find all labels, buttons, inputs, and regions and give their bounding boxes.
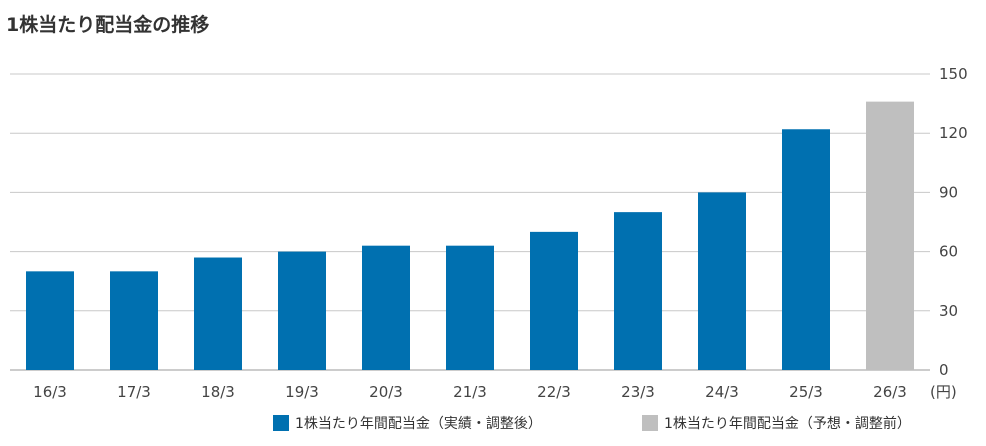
bar-actual <box>110 271 158 370</box>
x-tick-label: 20/3 <box>369 383 403 401</box>
bar-actual <box>26 271 74 370</box>
bar-actual <box>194 257 242 370</box>
bar-actual <box>278 251 326 370</box>
x-tick-label: 24/3 <box>705 383 739 401</box>
bar-actual <box>446 245 494 370</box>
y-tick-label: 0 <box>939 361 949 379</box>
y-tick-label: 30 <box>939 302 958 320</box>
bar-actual <box>614 212 662 370</box>
legend-swatch-forecast <box>642 415 658 431</box>
x-tick-label: 22/3 <box>537 383 571 401</box>
bar-actual <box>698 192 746 370</box>
x-tick-label: 23/3 <box>621 383 655 401</box>
x-tick-label: 18/3 <box>201 383 235 401</box>
bar-actual <box>782 129 830 370</box>
y-tick-label: 90 <box>939 183 958 201</box>
y-tick-label: 120 <box>939 124 968 142</box>
legend-label-forecast: 1株当たり年間配当金（予想・調整前） <box>664 416 911 432</box>
bar-forecast <box>866 101 914 371</box>
x-tick-label: 16/3 <box>33 383 67 401</box>
bar-actual <box>530 231 578 370</box>
x-tick-label: 19/3 <box>285 383 319 401</box>
legend-swatch-actual <box>273 415 289 431</box>
y-axis-unit: (円) <box>930 383 957 401</box>
y-tick-label: 150 <box>939 65 968 83</box>
x-tick-label: 25/3 <box>789 383 823 401</box>
legend-label-actual: 1株当たり年間配当金（実績・調整後） <box>295 416 542 432</box>
chart-title: 1株当たり配当金の推移 <box>6 14 210 36</box>
legend-item-actual: 1株当たり年間配当金（実績・調整後） <box>273 413 542 433</box>
bar-actual <box>362 245 410 370</box>
legend-item-forecast: 1株当たり年間配当金（予想・調整前） <box>642 413 911 433</box>
y-tick-label: 60 <box>939 243 958 261</box>
x-tick-label: 17/3 <box>117 383 151 401</box>
x-tick-label: 21/3 <box>453 383 487 401</box>
x-tick-label: 26/3 <box>873 383 907 401</box>
